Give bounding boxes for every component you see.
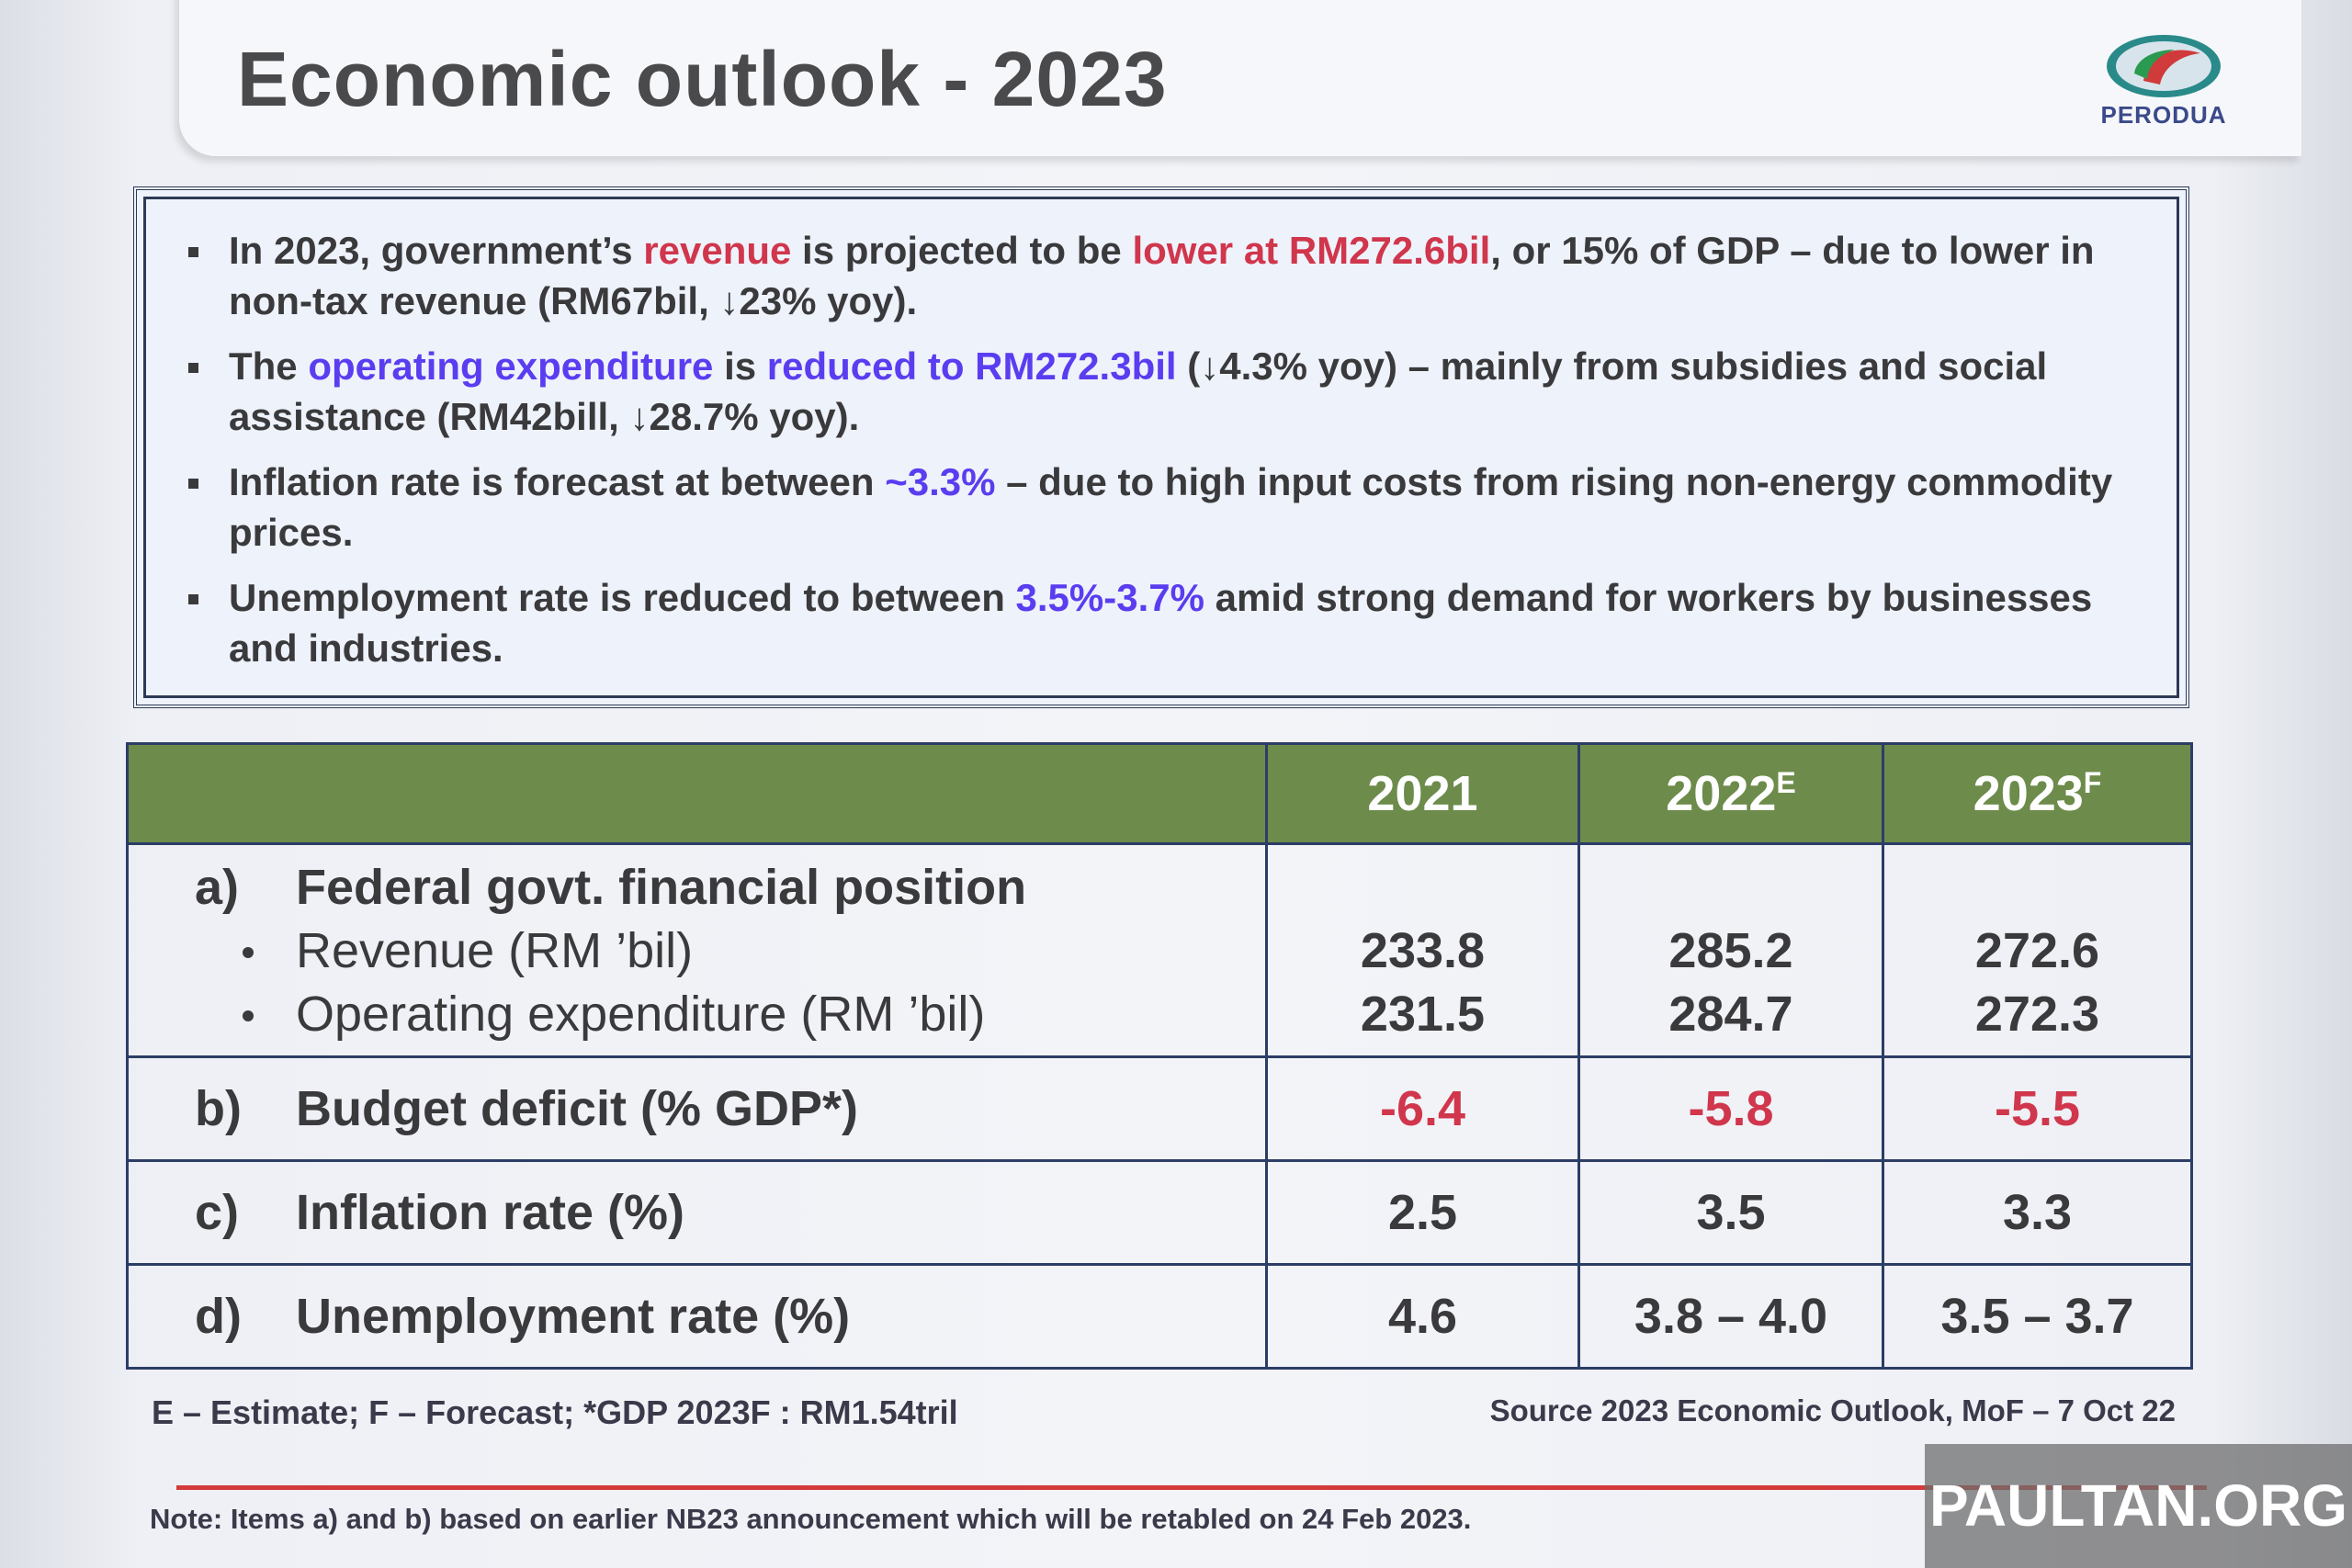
- row-label-cell: b) Budget deficit (% GDP*): [126, 1055, 1268, 1162]
- table-row: b) Budget deficit (% GDP*) -6.4 -5.8 -5.5: [126, 1055, 2193, 1162]
- bullet-text: Unemployment rate is reduced to between: [229, 576, 1016, 619]
- value-cell: 3.5: [1577, 1159, 1884, 1266]
- value-cell: -6.4: [1265, 1055, 1580, 1162]
- footnote: E – Estimate; F – Forecast; *GDP 2023F :…: [152, 1393, 958, 1431]
- row-title: Federal govt. financial position: [296, 860, 1027, 915]
- bullet-text: revenue: [643, 229, 792, 272]
- row-label-cell: d) Unemployment rate (%): [126, 1263, 1268, 1370]
- row-letter: b): [195, 1081, 242, 1136]
- bullet: Unemployment rate is reduced to between …: [183, 572, 2140, 673]
- bullet-text: is projected to be: [791, 229, 1133, 272]
- value-cell: 233.8 231.5: [1265, 842, 1580, 1058]
- bullet-text: , or 15% of GDP – due to lower in non-ta…: [229, 229, 2095, 322]
- value: 231.5: [1360, 987, 1486, 1042]
- bullet-text: amid strong demand for workers by busine…: [229, 576, 2093, 670]
- table-row: d) Unemployment rate (%) 4.6 3.8 – 4.0 3.5 –…: [126, 1263, 2193, 1370]
- watermark: PAULTAN.ORG: [1925, 1444, 2352, 1568]
- row-letter: c): [195, 1185, 240, 1240]
- value: 284.7: [1668, 987, 1793, 1042]
- value-cell: 3.5 – 3.7: [1882, 1263, 2193, 1370]
- value-cell: 3.8 – 4.0: [1577, 1263, 1884, 1370]
- bullet-text: reduced to RM272.3bil: [766, 344, 1177, 388]
- bullet-text: operating expenditure: [308, 344, 714, 388]
- title: Economic outlook - 2023: [237, 36, 1168, 122]
- value-cell: 3.3: [1882, 1159, 2193, 1266]
- summary-box: In 2023, government’s revenue is project…: [133, 186, 2189, 708]
- row-letter: a): [195, 860, 240, 915]
- logo-text: PERODUA: [2100, 101, 2227, 129]
- row-heading: a) Federal govt. financial position: [195, 856, 1265, 919]
- bullet-text: (↓4.3% yoy) – mainly from subsidies and …: [229, 344, 2048, 438]
- row-title: Budget deficit (% GDP*): [296, 1081, 859, 1136]
- title-bar: [179, 0, 2301, 156]
- row-label-cell: a) Federal govt. financial position Revenu…: [126, 842, 1268, 1058]
- value-cell: 4.6: [1265, 1263, 1580, 1370]
- table-row: c) Inflation rate (%) 2.5 3.5 3.3: [126, 1159, 2193, 1266]
- data-table: 2021 2022E 2023F a) Federal govt. financial …: [126, 742, 2193, 1370]
- value-cell: 285.2 284.7: [1577, 842, 1884, 1058]
- spacer: [1580, 856, 1882, 919]
- bullet-text: Inflation rate is forecast at between: [229, 460, 886, 503]
- column-year: 2021: [1367, 766, 1478, 821]
- header-cell: [126, 742, 1268, 845]
- column-mark: F: [2083, 766, 2102, 799]
- value: 272.3: [1974, 987, 2100, 1042]
- row-label-cell: c) Inflation rate (%): [126, 1159, 1268, 1266]
- bullet-text: lower at RM272.6bil: [1132, 229, 1491, 272]
- logo: PERODUA: [2072, 28, 2256, 138]
- column-year: 2022: [1666, 766, 1777, 821]
- bullet-text: – due to high input costs from rising no…: [229, 460, 2113, 554]
- row-item: Revenue (RM ’bil): [195, 919, 1265, 983]
- source: Source 2023 Economic Outlook, MoF – 7 Oc…: [1489, 1393, 2176, 1427]
- bullet-text: is: [713, 344, 767, 388]
- value: 285.2: [1668, 923, 1793, 978]
- divider: [176, 1485, 2207, 1490]
- row-title: Unemployment rate (%): [296, 1289, 851, 1344]
- bullet-text: In 2023, government’s: [229, 229, 644, 272]
- logo-icon: [2107, 35, 2221, 97]
- column-year: 2023: [1973, 766, 2084, 821]
- bullet-list: In 2023, government’s revenue is project…: [183, 225, 2140, 688]
- row-letter: d): [195, 1289, 242, 1344]
- header-row: 2021 2022E 2023F: [126, 742, 2193, 845]
- bullet-text: 3.5%-3.7%: [1015, 576, 1204, 619]
- column-mark: E: [1776, 766, 1796, 799]
- value-cell: -5.5: [1882, 1055, 2193, 1162]
- value-cell: 2.5: [1265, 1159, 1580, 1266]
- table-row: a) Federal govt. financial position Revenu…: [126, 842, 2193, 1058]
- note: Note: Items a) and b) based on earlier N…: [150, 1503, 1472, 1535]
- header-cell: 2022E: [1577, 742, 1884, 845]
- row-title: Inflation rate (%): [296, 1185, 685, 1240]
- value-cell: 272.6 272.3: [1882, 842, 2193, 1058]
- bullet-text: The: [229, 344, 309, 388]
- row-item: Operating expenditure (RM ’bil): [195, 983, 1265, 1046]
- bullet: The operating expenditure is reduced to …: [183, 341, 2140, 442]
- header-cell: 2023F: [1882, 742, 2193, 845]
- header-cell: 2021: [1265, 742, 1580, 845]
- value: 233.8: [1360, 923, 1486, 978]
- value-cell: -5.8: [1577, 1055, 1884, 1162]
- bullet-text: ~3.3%: [885, 460, 996, 503]
- value: 272.6: [1974, 923, 2100, 978]
- bullet: Inflation rate is forecast at between ~3…: [183, 457, 2140, 558]
- bullet: In 2023, government’s revenue is project…: [183, 225, 2140, 326]
- spacer: [1268, 856, 1577, 919]
- spacer: [1884, 856, 2190, 919]
